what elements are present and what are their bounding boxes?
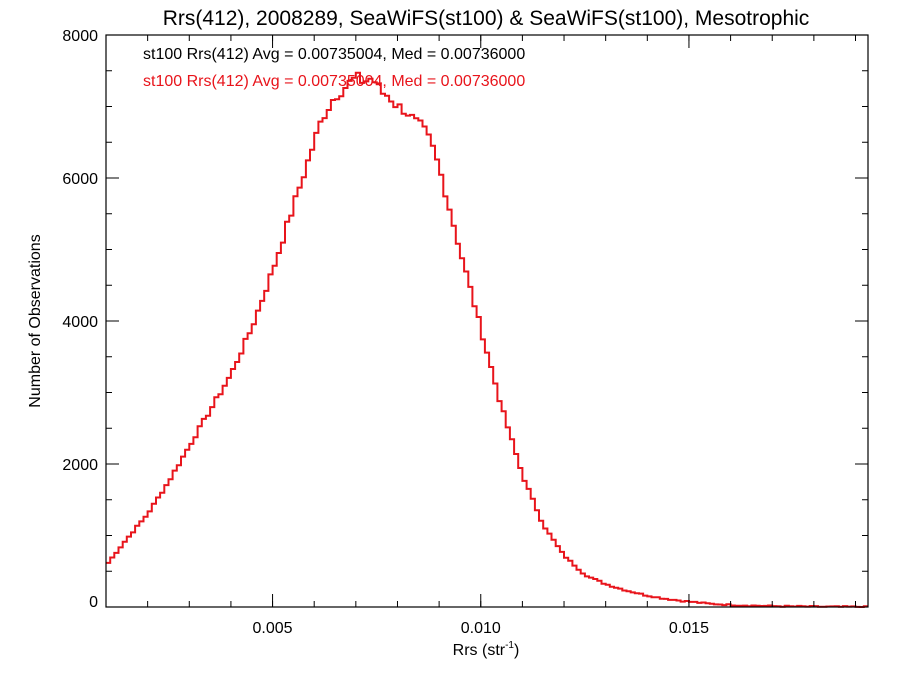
x-axis-label: Rrs (str-1) bbox=[453, 640, 520, 659]
x-tick-label: 0.010 bbox=[461, 620, 501, 637]
stats-line-0: st100 Rrs(412) Avg = 0.00735004, Med = 0… bbox=[143, 46, 525, 63]
x-tick-label: 0.005 bbox=[253, 620, 293, 637]
plot-frame bbox=[105, 34, 869, 608]
y-tick-label: 4000 bbox=[62, 314, 98, 331]
y-axis-label: Number of Observations bbox=[27, 234, 44, 407]
stats-line-1: st100 Rrs(412) Avg = 0.00735004, Med = 0… bbox=[143, 73, 525, 90]
y-tick-label: 2000 bbox=[62, 457, 98, 474]
stats-legend: st100 Rrs(412) Avg = 0.00735004, Med = 0… bbox=[143, 46, 525, 90]
chart-title: Rrs(412), 2008289, SeaWiFS(st100) & SeaW… bbox=[163, 7, 810, 30]
y-tick-label: 0 bbox=[89, 594, 98, 611]
x-axis-label-end: ) bbox=[514, 642, 519, 659]
x-axis-label-sup: -1 bbox=[505, 640, 514, 651]
x-tick-label: 0.015 bbox=[669, 620, 709, 637]
plot-area: 0.005 0.010 0.015 0 2000 4000 6000 8000 bbox=[62, 28, 869, 637]
x-axis-label-main: Rrs (str bbox=[453, 642, 506, 659]
y-tick-label: 6000 bbox=[62, 171, 98, 188]
y-tick-label: 8000 bbox=[62, 28, 98, 45]
histogram-series-0 bbox=[106, 71, 868, 608]
